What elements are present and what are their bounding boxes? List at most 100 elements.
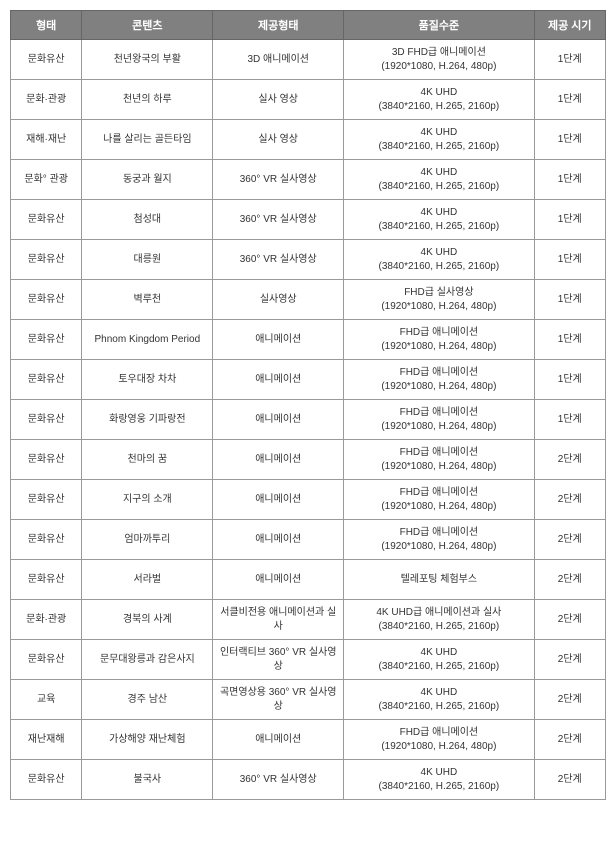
cell-stage: 2단계	[534, 480, 605, 520]
cell-content: 동궁과 월지	[82, 160, 213, 200]
cell-quality: 4K UHD(3840*2160, H.265, 2160p)	[344, 160, 534, 200]
cell-quality: FHD급 애니메이션(1920*1080, H.264, 480p)	[344, 480, 534, 520]
cell-quality: 4K UHD(3840*2160, H.265, 2160p)	[344, 680, 534, 720]
quality-line1: 4K UHD	[421, 167, 458, 178]
cell-quality: 4K UHD (3840*2160, H.265, 2160p)	[344, 80, 534, 120]
cell-stage: 1단계	[534, 360, 605, 400]
cell-format: 애니메이션	[213, 320, 344, 360]
table-row: 문화·관광천년의 하루실사 영상 4K UHD (3840*2160, H.265,…	[11, 80, 606, 120]
cell-stage: 1단계	[534, 320, 605, 360]
quality-line1: 4K UHD	[421, 687, 458, 698]
cell-format: 360° VR 실사영상	[213, 200, 344, 240]
table-row: 교육경주 남산곡면영상용 360° VR 실사영상4K UHD(3840*216…	[11, 680, 606, 720]
header-content: 콘텐츠	[82, 11, 213, 40]
cell-format: 애니메이션	[213, 360, 344, 400]
cell-stage: 1단계	[534, 240, 605, 280]
cell-content: 첨성대	[82, 200, 213, 240]
table-row: 문화유산Phnom Kingdom Period애니메이션FHD급 애니메이션(…	[11, 320, 606, 360]
quality-line1: FHD급 애니메이션	[400, 727, 479, 738]
table-row: 문화유산천년왕국의 부활3D 애니메이션3D FHD급 애니메이션(1920*1…	[11, 40, 606, 80]
quality-line2: (3840*2160, H.265, 2160p)	[379, 221, 500, 232]
cell-format: 360° VR 실사영상	[213, 160, 344, 200]
cell-format: 360° VR 실사영상	[213, 760, 344, 800]
quality-line1: 4K UHD	[421, 647, 458, 658]
cell-content: 토우대장 차차	[82, 360, 213, 400]
quality-line1: 4K UHD	[421, 247, 458, 258]
cell-stage: 1단계	[534, 80, 605, 120]
quality-line2: (3840*2160, H.265, 2160p)	[379, 261, 500, 272]
table-row: 문화·관광경북의 사계서클비전용 애니메이션과 실사4K UHD급 애니메이션과…	[11, 600, 606, 640]
header-quality: 품질수준	[344, 11, 534, 40]
cell-stage: 2단계	[534, 520, 605, 560]
cell-format: 실사 영상	[213, 80, 344, 120]
quality-line2: (1920*1080, H.264, 480p)	[381, 341, 496, 352]
cell-quality: 4K UHD급 애니메이션과 실사(3840*2160, H.265, 2160…	[344, 600, 534, 640]
cell-type: 문화유산	[11, 360, 82, 400]
table-row: 문화유산엄마까투리애니메이션FHD급 애니메이션(1920*1080, H.26…	[11, 520, 606, 560]
quality-line2: (3840*2160, H.265, 2160p)	[379, 621, 500, 632]
table-row: 문화° 관광동궁과 월지360° VR 실사영상4K UHD(3840*2160…	[11, 160, 606, 200]
cell-type: 문화유산	[11, 40, 82, 80]
cell-content: 서라벌	[82, 560, 213, 600]
table-row: 문화유산벽루천실사영상 FHD급 실사영상 (1920*1080, H.264, 4…	[11, 280, 606, 320]
quality-line2: (3840*2160, H.265, 2160p)	[379, 101, 500, 112]
cell-format: 애니메이션	[213, 440, 344, 480]
table-row: 문화유산토우대장 차차애니메이션 FHD급 애니메이션 (1920*1080, H.…	[11, 360, 606, 400]
table-row: 문화유산화랑영웅 기파랑전애니메이션FHD급 애니메이션(1920*1080, …	[11, 400, 606, 440]
quality-line1: 4K UHD	[421, 87, 458, 98]
quality-line2: (1920*1080, H.264, 480p)	[381, 421, 496, 432]
cell-quality: FHD급 애니메이션(1920*1080, H.264, 480p)	[344, 400, 534, 440]
cell-content: 화랑영웅 기파랑전	[82, 400, 213, 440]
cell-stage: 1단계	[534, 400, 605, 440]
cell-content: 천년의 하루	[82, 80, 213, 120]
cell-format: 곡면영상용 360° VR 실사영상	[213, 680, 344, 720]
cell-format: 실사 영상	[213, 120, 344, 160]
quality-line2: (1920*1080, H.264, 480p)	[381, 301, 496, 312]
quality-line1: 3D FHD급 애니메이션	[392, 47, 486, 58]
cell-type: 문화유산	[11, 640, 82, 680]
cell-quality: 4K UHD(3840*2160, H.265, 2160p)	[344, 120, 534, 160]
cell-type: 문화유산	[11, 760, 82, 800]
cell-stage: 2단계	[534, 440, 605, 480]
cell-type: 문화·관광	[11, 80, 82, 120]
quality-line1: 텔레포팅 체험부스	[401, 574, 477, 585]
cell-stage: 1단계	[534, 40, 605, 80]
cell-stage: 2단계	[534, 600, 605, 640]
table-row: 문화유산지구의 소개애니메이션FHD급 애니메이션(1920*1080, H.2…	[11, 480, 606, 520]
cell-format: 서클비전용 애니메이션과 실사	[213, 600, 344, 640]
cell-stage: 1단계	[534, 200, 605, 240]
cell-type: 문화유산	[11, 280, 82, 320]
quality-line1: FHD급 애니메이션	[400, 367, 479, 378]
table-row: 문화유산문무대왕릉과 감은사지인터랙티브 360° VR 실사영상4K UHD(…	[11, 640, 606, 680]
cell-format: 실사영상	[213, 280, 344, 320]
cell-content: 대릉원	[82, 240, 213, 280]
cell-content: 엄마까투리	[82, 520, 213, 560]
cell-stage: 2단계	[534, 640, 605, 680]
cell-quality: FHD급 애니메이션(1920*1080, H.264, 480p)	[344, 720, 534, 760]
content-table: 형태 콘텐츠 제공형태 품질수준 제공 시기 문화유산천년왕국의 부활3D 애니…	[10, 10, 606, 800]
header-format: 제공형태	[213, 11, 344, 40]
cell-content: 문무대왕릉과 감은사지	[82, 640, 213, 680]
cell-stage: 2단계	[534, 760, 605, 800]
table-row: 문화유산대릉원360° VR 실사영상4K UHD(3840*2160, H.2…	[11, 240, 606, 280]
header-row: 형태 콘텐츠 제공형태 품질수준 제공 시기	[11, 11, 606, 40]
quality-line2: (1920*1080, H.264, 480p)	[381, 381, 496, 392]
cell-format: 360° VR 실사영상	[213, 240, 344, 280]
cell-format: 애니메이션	[213, 520, 344, 560]
quality-line2: (3840*2160, H.265, 2160p)	[379, 661, 500, 672]
cell-type: 재해·재난	[11, 120, 82, 160]
cell-content: 벽루천	[82, 280, 213, 320]
quality-line1: FHD급 애니메이션	[400, 527, 479, 538]
table-row: 문화유산천마의 꿈애니메이션FHD급 애니메이션(1920*1080, H.26…	[11, 440, 606, 480]
cell-type: 문화유산	[11, 320, 82, 360]
cell-quality: FHD급 애니메이션(1920*1080, H.264, 480p)	[344, 440, 534, 480]
quality-line1: FHD급 실사영상	[404, 287, 473, 298]
cell-content: 가상해양 재난체험	[82, 720, 213, 760]
cell-type: 문화유산	[11, 560, 82, 600]
cell-quality: FHD급 애니메이션 (1920*1080, H.264, 480p)	[344, 360, 534, 400]
cell-content: 지구의 소개	[82, 480, 213, 520]
cell-stage: 1단계	[534, 160, 605, 200]
cell-type: 문화유산	[11, 400, 82, 440]
quality-line2: (1920*1080, H.264, 480p)	[381, 61, 496, 72]
cell-format: 3D 애니메이션	[213, 40, 344, 80]
